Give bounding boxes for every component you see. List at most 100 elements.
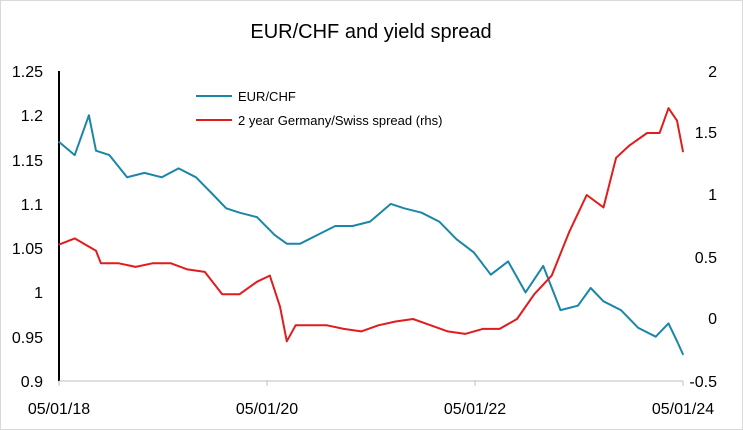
data-point xyxy=(473,251,475,254)
data-point xyxy=(334,225,337,227)
left-axis-ticks: 1.25 1.2 1.15 1.1 1.05 1 0.95 0.9 xyxy=(12,64,43,391)
data-point xyxy=(589,287,592,289)
data-point xyxy=(221,293,223,296)
data-point xyxy=(238,293,241,296)
data-point xyxy=(58,141,60,143)
data-point xyxy=(412,318,414,320)
right-tick-label: 0 xyxy=(708,311,717,328)
data-point xyxy=(482,328,484,330)
data-point xyxy=(95,250,97,252)
data-point xyxy=(204,271,206,273)
x-tick-label: 05/01/20 xyxy=(236,401,298,418)
data-point xyxy=(73,237,76,240)
data-point xyxy=(676,340,678,342)
series-layer xyxy=(58,107,684,356)
data-point xyxy=(143,172,146,174)
data-point xyxy=(403,207,406,210)
data-point xyxy=(286,340,288,343)
data-point xyxy=(577,304,579,307)
legend-label-spread: 2 year Germany/Swiss spread (rhs) xyxy=(238,113,442,128)
data-point xyxy=(378,324,380,327)
left-tick-label: 1.25 xyxy=(12,64,43,81)
left-tick-label: 1.1 xyxy=(21,197,43,214)
data-point xyxy=(447,330,449,333)
data-point xyxy=(667,322,670,325)
series-line-eurchf xyxy=(58,114,684,355)
data-point xyxy=(88,114,90,117)
x-tick-label: 05/01/22 xyxy=(444,401,506,418)
data-point xyxy=(490,273,492,276)
data-point xyxy=(602,300,605,303)
data-point xyxy=(682,353,684,356)
legend: EUR/CHF 2 year Germany/Swiss spread (rhs… xyxy=(196,89,442,128)
data-point xyxy=(95,149,97,152)
x-tick-label: 05/01/24 xyxy=(652,401,714,418)
data-point xyxy=(212,194,215,196)
legend-label-eurchf: EUR/CHF xyxy=(238,89,296,104)
data-point xyxy=(186,268,189,271)
left-tick-label: 0.9 xyxy=(21,374,43,391)
data-point xyxy=(273,234,276,236)
data-point xyxy=(256,216,258,218)
data-point xyxy=(351,225,354,227)
data-point xyxy=(58,243,60,246)
data-point xyxy=(568,231,570,233)
data-point xyxy=(343,328,345,330)
data-point xyxy=(615,157,617,159)
data-point xyxy=(269,274,271,277)
data-point xyxy=(152,262,154,265)
data-point xyxy=(550,274,553,277)
data-point xyxy=(620,309,622,311)
data-point xyxy=(161,176,163,179)
right-tick-label: 1.5 xyxy=(695,125,717,142)
data-point xyxy=(225,207,227,210)
data-point xyxy=(360,330,363,333)
data-point xyxy=(637,327,640,329)
data-point xyxy=(533,293,536,296)
data-point xyxy=(177,167,180,170)
data-point xyxy=(464,333,466,335)
data-point xyxy=(682,150,684,153)
data-point xyxy=(238,211,241,214)
data-point xyxy=(126,176,128,179)
left-tick-label: 1 xyxy=(34,285,43,302)
data-point xyxy=(524,291,527,294)
right-tick-label: 0.5 xyxy=(695,250,717,267)
data-point xyxy=(628,144,631,147)
data-point xyxy=(542,265,544,267)
data-point xyxy=(100,262,102,265)
chart-title: EUR/CHF and yield spread xyxy=(250,21,491,43)
right-tick-label: -0.5 xyxy=(689,374,717,391)
data-point xyxy=(286,242,288,245)
data-point xyxy=(498,328,501,330)
data-point xyxy=(516,318,518,320)
data-point xyxy=(390,203,392,205)
data-point xyxy=(134,266,137,268)
data-point xyxy=(394,320,397,323)
data-point xyxy=(667,107,670,109)
data-point xyxy=(256,281,258,283)
data-point xyxy=(646,132,648,134)
data-point xyxy=(602,206,605,209)
left-tick-label: 1.2 xyxy=(21,108,43,125)
data-point xyxy=(559,309,562,311)
right-axis-ticks: 2 1.5 1 0.5 0 -0.5 xyxy=(689,64,717,391)
data-point xyxy=(676,119,678,122)
data-point xyxy=(585,194,588,196)
data-point xyxy=(308,324,310,327)
x-tick-label: 05/01/18 xyxy=(28,401,90,418)
data-point xyxy=(507,260,509,263)
data-point xyxy=(429,324,432,327)
left-tick-label: 1.15 xyxy=(12,153,43,170)
data-point xyxy=(299,242,302,245)
data-point xyxy=(420,211,423,214)
data-point xyxy=(117,262,119,265)
data-point xyxy=(108,154,111,156)
right-tick-label: 2 xyxy=(708,64,717,81)
data-point xyxy=(455,238,458,241)
data-point xyxy=(279,305,281,308)
data-point xyxy=(316,234,319,236)
series-line-spread xyxy=(58,107,684,343)
